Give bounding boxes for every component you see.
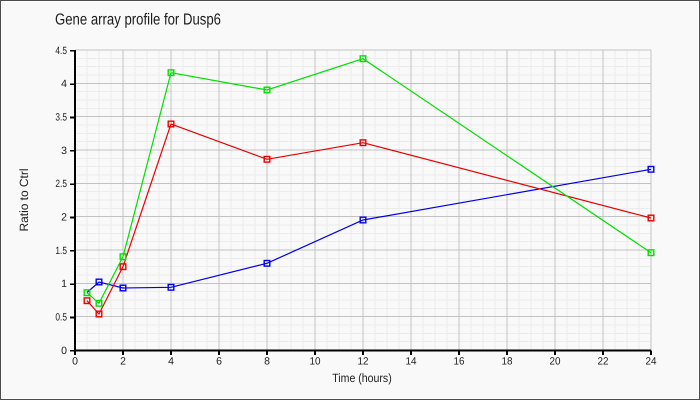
svg-text:0: 0	[72, 355, 78, 367]
svg-text:0.5: 0.5	[55, 311, 67, 323]
svg-text:Time (hours): Time (hours)	[332, 371, 392, 385]
svg-text:Ratio to Ctrl: Ratio to Ctrl	[17, 169, 31, 232]
svg-text:3.5: 3.5	[55, 111, 67, 123]
svg-text:4: 4	[61, 78, 67, 90]
svg-text:2: 2	[61, 211, 67, 223]
svg-text:22: 22	[598, 355, 609, 367]
svg-text:Gene array profile for Dusp6: Gene array profile for Dusp6	[55, 12, 221, 29]
svg-text:0: 0	[61, 345, 67, 357]
svg-text:1.5: 1.5	[55, 245, 67, 257]
svg-text:16: 16	[454, 355, 465, 367]
svg-text:3: 3	[61, 145, 67, 157]
svg-text:2: 2	[120, 355, 126, 367]
svg-text:8: 8	[264, 355, 270, 367]
svg-text:10: 10	[310, 355, 321, 367]
svg-text:24: 24	[646, 355, 657, 367]
svg-text:4: 4	[168, 355, 174, 367]
svg-text:6: 6	[216, 355, 222, 367]
svg-text:2.5: 2.5	[55, 178, 67, 190]
svg-text:4.5: 4.5	[55, 45, 67, 57]
svg-text:1: 1	[61, 278, 67, 290]
svg-text:18: 18	[502, 355, 513, 367]
svg-text:14: 14	[406, 355, 417, 367]
svg-text:12: 12	[358, 355, 369, 367]
svg-text:20: 20	[550, 355, 561, 367]
